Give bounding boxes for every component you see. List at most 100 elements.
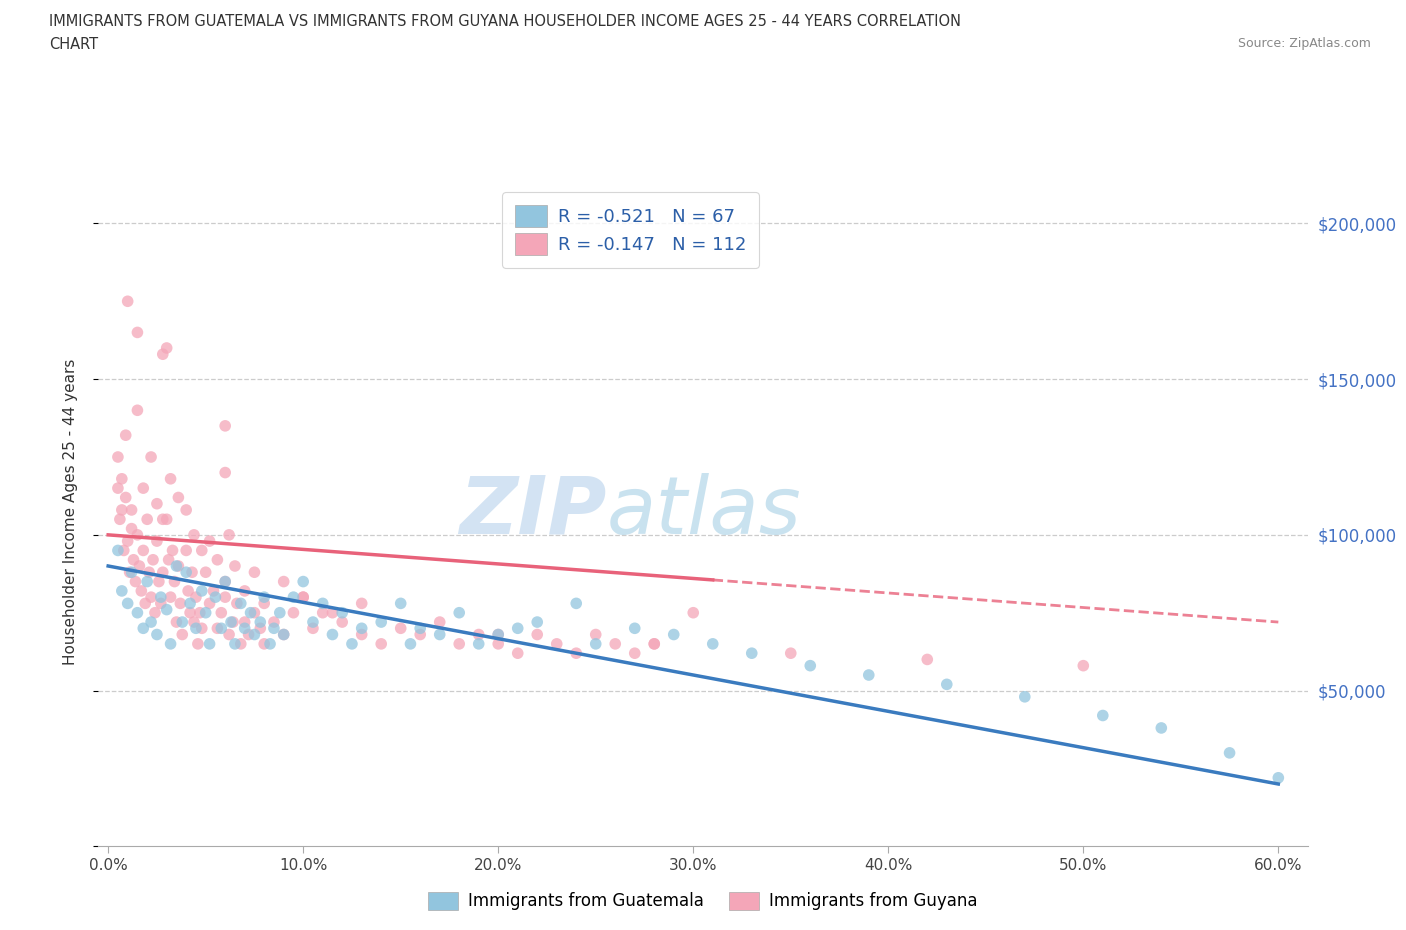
Point bbox=[159, 472, 181, 486]
Point bbox=[107, 449, 129, 464]
Point bbox=[121, 521, 143, 536]
Point bbox=[526, 627, 548, 642]
Point bbox=[114, 428, 136, 443]
Point bbox=[243, 605, 266, 620]
Point bbox=[486, 627, 509, 642]
Point bbox=[138, 565, 160, 579]
Point bbox=[159, 636, 181, 651]
Point bbox=[111, 583, 134, 598]
Point bbox=[935, 677, 957, 692]
Point bbox=[165, 559, 187, 574]
Point bbox=[162, 543, 184, 558]
Point bbox=[139, 590, 162, 604]
Point bbox=[184, 590, 207, 604]
Point bbox=[238, 627, 260, 642]
Point bbox=[312, 605, 335, 620]
Point bbox=[623, 645, 645, 660]
Point bbox=[350, 596, 373, 611]
Point bbox=[243, 627, 266, 642]
Point bbox=[330, 615, 353, 630]
Point bbox=[273, 574, 295, 589]
Point bbox=[565, 645, 588, 660]
Point bbox=[139, 615, 162, 630]
Point bbox=[117, 596, 139, 611]
Point bbox=[486, 627, 509, 642]
Point bbox=[179, 605, 201, 620]
Point bbox=[233, 615, 256, 630]
Point bbox=[207, 621, 229, 636]
Point bbox=[779, 645, 801, 660]
Point bbox=[146, 497, 169, 512]
Point bbox=[1267, 770, 1289, 785]
Text: IMMIGRANTS FROM GUATEMALA VS IMMIGRANTS FROM GUYANA HOUSEHOLDER INCOME AGES 25 -: IMMIGRANTS FROM GUATEMALA VS IMMIGRANTS … bbox=[49, 14, 962, 29]
Point bbox=[585, 636, 607, 651]
Point bbox=[273, 627, 295, 642]
Point bbox=[146, 627, 169, 642]
Point bbox=[219, 615, 242, 630]
Point bbox=[263, 621, 285, 636]
Point bbox=[321, 605, 343, 620]
Y-axis label: Householder Income Ages 25 - 44 years: Householder Income Ages 25 - 44 years bbox=[63, 358, 77, 665]
Point bbox=[225, 596, 247, 611]
Point bbox=[156, 340, 179, 355]
Point bbox=[132, 621, 155, 636]
Point bbox=[181, 565, 204, 579]
Point bbox=[321, 627, 343, 642]
Point bbox=[1071, 658, 1094, 673]
Point bbox=[1219, 746, 1241, 761]
Point bbox=[214, 590, 236, 604]
Point bbox=[114, 490, 136, 505]
Point bbox=[139, 449, 162, 464]
Point bbox=[128, 559, 150, 574]
Point bbox=[229, 596, 252, 611]
Text: ZIP: ZIP bbox=[458, 472, 606, 551]
Point bbox=[741, 645, 763, 660]
Point bbox=[117, 294, 139, 309]
Point bbox=[209, 621, 232, 636]
Legend: R = -0.521   N = 67, R = -0.147   N = 112: R = -0.521 N = 67, R = -0.147 N = 112 bbox=[502, 193, 759, 268]
Point bbox=[643, 636, 665, 651]
Point bbox=[389, 596, 412, 611]
Point bbox=[224, 559, 246, 574]
Point bbox=[202, 583, 225, 598]
Point bbox=[117, 534, 139, 549]
Point bbox=[146, 534, 169, 549]
Point bbox=[214, 418, 236, 433]
Point bbox=[370, 636, 392, 651]
Point bbox=[429, 627, 451, 642]
Point bbox=[917, 652, 939, 667]
Point bbox=[108, 512, 131, 526]
Point bbox=[163, 574, 186, 589]
Point bbox=[526, 615, 548, 630]
Point bbox=[209, 605, 232, 620]
Point bbox=[273, 627, 295, 642]
Point bbox=[107, 481, 129, 496]
Point bbox=[172, 615, 194, 630]
Point bbox=[124, 574, 146, 589]
Point bbox=[118, 565, 141, 579]
Point bbox=[429, 615, 451, 630]
Point bbox=[253, 590, 276, 604]
Point bbox=[249, 621, 271, 636]
Point bbox=[156, 602, 179, 617]
Point bbox=[1014, 689, 1036, 704]
Point bbox=[506, 621, 529, 636]
Point bbox=[233, 621, 256, 636]
Point bbox=[194, 605, 217, 620]
Point bbox=[302, 615, 325, 630]
Point bbox=[149, 596, 172, 611]
Point bbox=[184, 621, 207, 636]
Point bbox=[136, 574, 159, 589]
Point bbox=[165, 615, 187, 630]
Point bbox=[799, 658, 821, 673]
Point bbox=[585, 627, 607, 642]
Point bbox=[259, 636, 281, 651]
Point bbox=[198, 636, 221, 651]
Point bbox=[643, 636, 665, 651]
Point bbox=[142, 552, 165, 567]
Point bbox=[449, 605, 471, 620]
Point bbox=[1091, 708, 1114, 723]
Point bbox=[224, 636, 246, 651]
Point bbox=[467, 627, 489, 642]
Point bbox=[122, 552, 145, 567]
